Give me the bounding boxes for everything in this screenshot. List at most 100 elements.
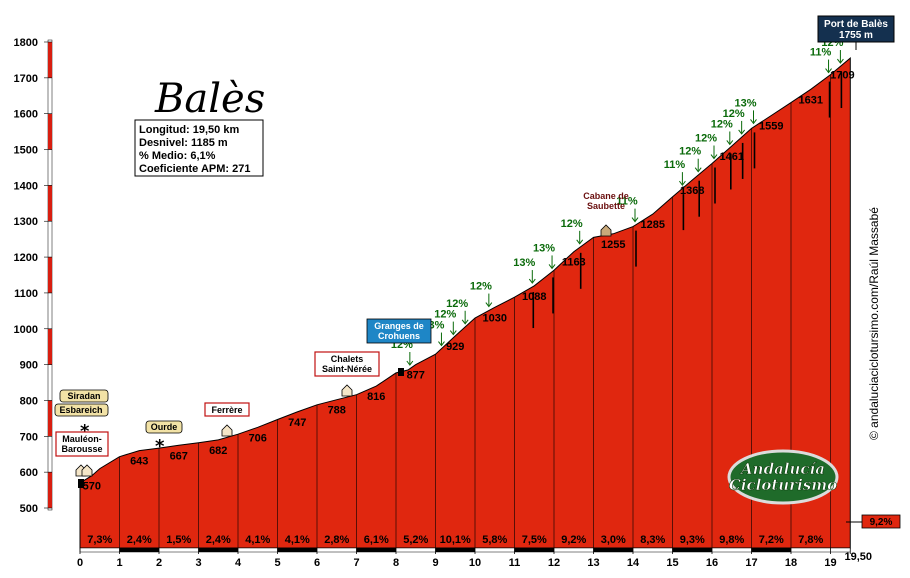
x-tick-label: 8 [393, 557, 399, 569]
svg-text:Esbareich: Esbareich [59, 405, 102, 415]
place-cabane-de-saubette: Cabane de Saubette [583, 191, 629, 211]
km-grade-label: 8,3% [640, 534, 665, 546]
y-tick-label: 1700 [14, 73, 38, 85]
x-axis-segment [751, 548, 791, 552]
steep-percent-label: 13% [533, 242, 555, 254]
y-tick-label: 1200 [14, 252, 38, 264]
steep-arrowhead [576, 239, 584, 245]
svg-text:Granges de: Granges de [374, 321, 424, 331]
y-band [48, 472, 52, 508]
elevation-label: 682 [209, 445, 227, 457]
elevation-label: 877 [407, 370, 425, 382]
steep-arrowhead [694, 167, 702, 173]
place-ourde: Ourde [145, 420, 183, 434]
svg-text:Chalets: Chalets [331, 354, 364, 364]
elevation-label: 1461 [720, 151, 744, 163]
x-tick-label: 12 [548, 557, 560, 569]
place-siradan: Siradan [59, 389, 109, 403]
steep-percent-label: 12% [695, 133, 717, 145]
y-band [48, 42, 52, 78]
steep-percent-label: 12% [446, 298, 468, 310]
place-ferrere: Ferrère [204, 402, 250, 417]
km-grade-labels: 7,3% 2,4% 1,5% 2,4% 4,1% 4,1% 2,8% 6,1% 5,2% 10,1… [87, 534, 823, 546]
y-band [48, 257, 52, 293]
x-tick-label: 2 [156, 557, 162, 569]
km-grade-label: 9,3% [680, 534, 705, 546]
svg-text:9,2%: 9,2% [870, 517, 893, 528]
km-grade-label: 5,2% [403, 534, 428, 546]
y-tick-label: 900 [20, 360, 38, 372]
house-icon [221, 424, 233, 437]
elevation-label: 1163 [562, 257, 586, 269]
steep-arrowhead [837, 58, 844, 64]
elevation-label: 929 [446, 341, 464, 353]
x-axis-segment [435, 548, 475, 552]
steep-arrowhead [750, 119, 757, 125]
km-grade-label: 4,1% [285, 534, 310, 546]
x-tick-label: 5 [274, 557, 280, 569]
elevation-label: 816 [367, 391, 385, 403]
x-axis-segment [198, 548, 238, 552]
house-icon [75, 464, 93, 477]
x-axis-bar [79, 547, 851, 553]
profile-area [79, 57, 851, 549]
svg-text:Saint-Nérée: Saint-Nérée [322, 364, 372, 374]
y-tick-label: 1000 [14, 324, 38, 336]
elevation-label: 788 [328, 405, 346, 417]
x-tick-label: 18 [785, 557, 797, 569]
km-grade-label: 9,2% [561, 534, 586, 546]
info-line-length: Longitud: 19,50 km [139, 124, 239, 136]
x-tick-label: 0 [77, 557, 83, 569]
elevation-labels: 570 643 667 682 706 747 788 816 877 929 1030 1088 11… [83, 70, 855, 493]
steep-percent-label: 11% [616, 196, 638, 208]
y-axis-ticks: 500 600 700 800 900 1000 1100 1200 1300 1400 1500 1… [14, 37, 52, 515]
place-granges-de-crohuens: Granges de Crohuens [366, 318, 432, 344]
steep-arrowhead [449, 330, 457, 336]
steep-percent-markers: 12%13%12%12%12%13%13%12%11%11%12%12%12%1… [391, 37, 844, 366]
x-tick-label: 13 [587, 557, 599, 569]
km-grade-label: 7,5% [522, 534, 547, 546]
steep-percent-label: 11% [664, 159, 686, 171]
km-grade-label: 9,8% [719, 534, 744, 546]
svg-text:Crohuens: Crohuens [378, 331, 420, 341]
km-grade-label: 1,5% [166, 534, 191, 546]
steep-arrowhead [461, 319, 469, 325]
elevation-label: 1368 [680, 185, 704, 197]
steep-arrowhead [825, 68, 832, 74]
x-tick-label: 3 [195, 557, 201, 569]
chart-title: Balès [154, 76, 265, 122]
x-axis-segment [593, 548, 633, 552]
km-grade-label: 2,8% [324, 534, 349, 546]
x-tick-label: 14 [627, 557, 640, 569]
km-grade-label: 6,1% [364, 534, 389, 546]
svg-text:Mauléon-: Mauléon- [62, 434, 102, 444]
y-tick-label: 600 [20, 467, 38, 479]
steep-arrowhead [548, 264, 556, 270]
summit-box [817, 15, 895, 43]
summit-name: Port de Balès [824, 19, 888, 30]
credit-text: © andaluciaciclotursimo.com/Raúl Massabé [867, 207, 881, 440]
info-line-avg-grade: % Medio: 6,1% [139, 150, 216, 162]
x-end-label: 19,50 [844, 551, 872, 563]
km-grade-label: 7,3% [87, 534, 112, 546]
svg-text:Cicloturismo: Cicloturismo [729, 476, 837, 494]
y-band [48, 328, 52, 365]
x-axis-ticks: 0 1 2 3 4 5 6 7 8 9 10 11 12 13 14 15 16 17 18 19 19,50 [77, 548, 872, 569]
x-tick-label: 16 [706, 557, 718, 569]
elevation-label: 643 [130, 456, 148, 468]
x-tick-label: 4 [235, 557, 242, 569]
km-grade-label: 4,1% [245, 534, 270, 546]
info-line-gain: Desnivel: 1185 m [139, 137, 228, 149]
steep-arrowhead [528, 278, 536, 284]
steep-percent-label: 12% [723, 108, 745, 120]
y-tick-label: 1100 [14, 288, 38, 300]
x-axis-segment [514, 548, 554, 552]
granges-marker [398, 368, 404, 376]
svg-text:Ferrère: Ferrère [211, 405, 242, 415]
place-esbareich: Esbareich [54, 403, 109, 417]
x-tick-label: 1 [116, 557, 122, 569]
elevation-label: 570 [83, 481, 101, 493]
svg-text:Saubette: Saubette [587, 201, 625, 211]
km-grade-label: 7,8% [798, 534, 823, 546]
steep-percent-label: 12% [561, 218, 583, 230]
